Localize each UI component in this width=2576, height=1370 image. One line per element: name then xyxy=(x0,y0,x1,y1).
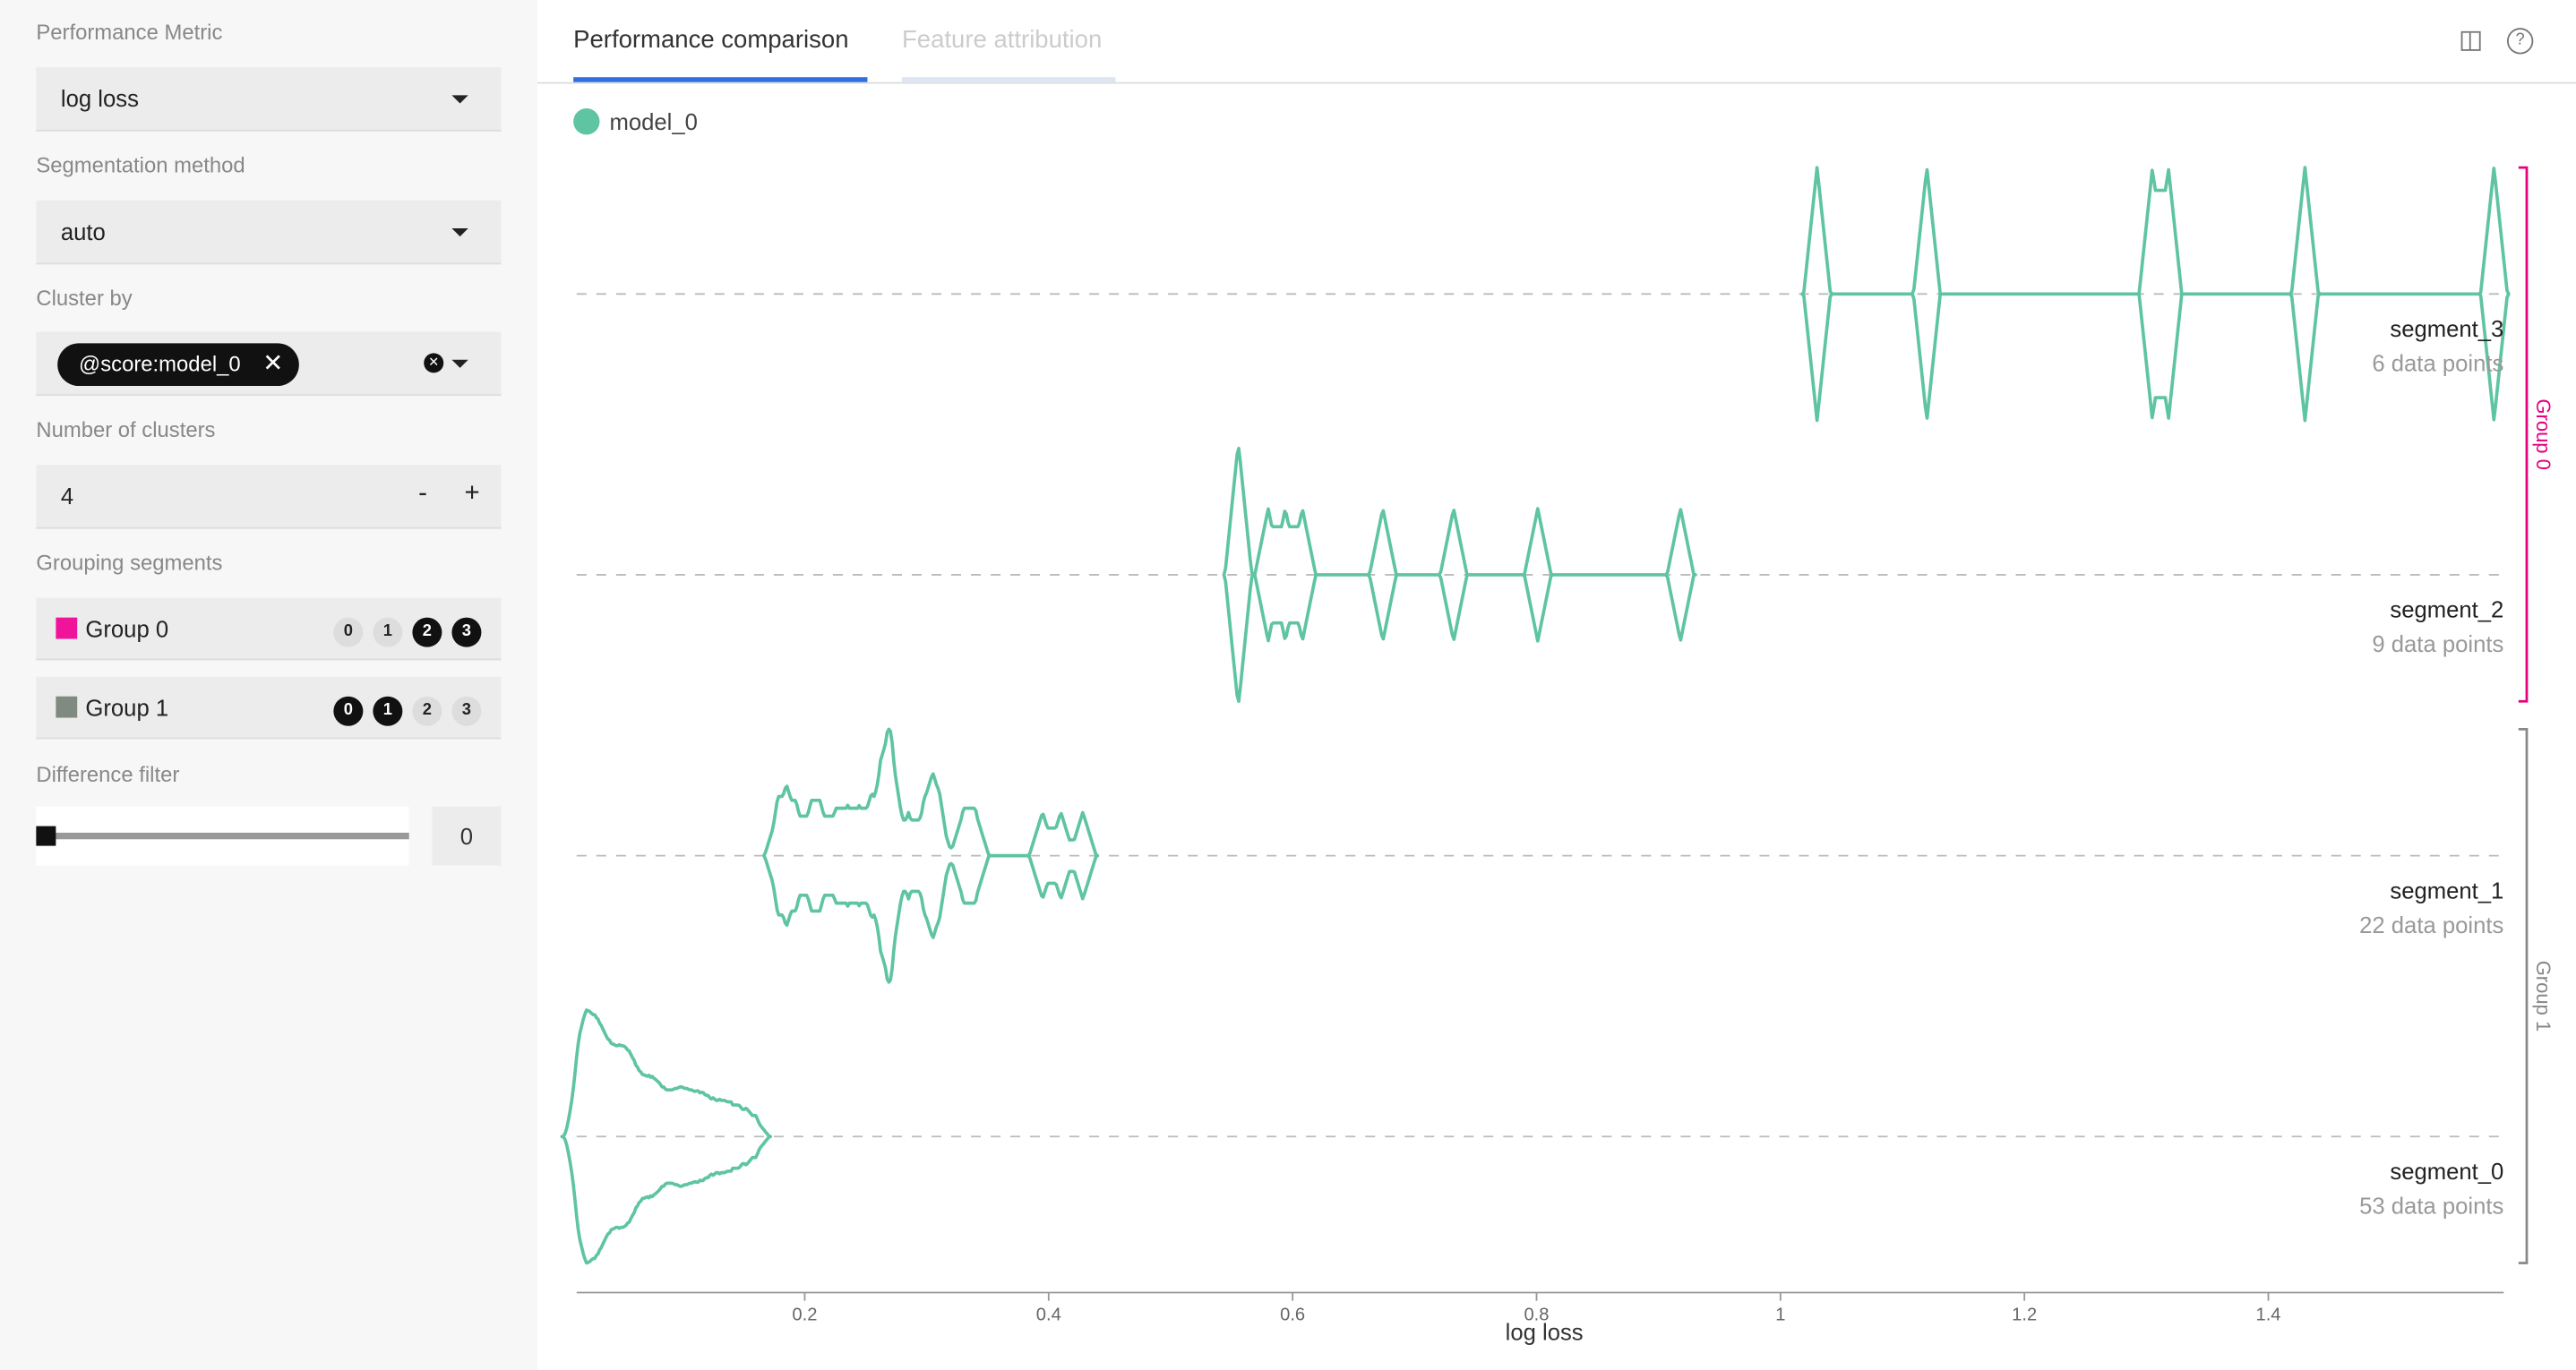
violin xyxy=(1800,166,2511,423)
segment-name: segment_1 xyxy=(2390,878,2503,903)
help-icon[interactable]: ? xyxy=(2506,28,2534,55)
slider[interactable] xyxy=(36,806,409,866)
x-tick-label: 1.4 xyxy=(2255,1306,2280,1325)
dropdown-value: auto xyxy=(60,218,106,245)
x-tick-label: 1.2 xyxy=(2012,1306,2037,1325)
segment-count: 22 data points xyxy=(2359,913,2503,938)
x-tick-label: 1 xyxy=(1775,1306,1785,1325)
segment-chip[interactable]: 2 xyxy=(412,696,442,726)
segment-chip[interactable]: 1 xyxy=(373,696,403,726)
segment-name: segment_0 xyxy=(2390,1160,2503,1185)
layout-icon[interactable] xyxy=(2460,30,2481,51)
segment-count: 6 data points xyxy=(2372,352,2503,377)
x-axis-title: log loss xyxy=(1506,1321,1584,1346)
segment-chip[interactable]: 0 xyxy=(333,696,364,726)
group-name: Group 0 xyxy=(85,615,169,643)
dropdown[interactable]: auto xyxy=(36,200,502,265)
filter-value: 0 xyxy=(432,806,502,866)
segment-chip[interactable]: 2 xyxy=(412,617,442,647)
group-name: Group 1 xyxy=(85,694,169,722)
group-bracket xyxy=(2518,728,2529,1264)
input-value: 4 xyxy=(60,483,74,509)
x-tick-label: 0.6 xyxy=(1280,1306,1305,1325)
segment-name: segment_2 xyxy=(2390,598,2503,623)
chip-text: @score:model_0 xyxy=(79,351,241,377)
dropdown[interactable]: log loss xyxy=(36,67,502,132)
segment-chip[interactable]: 1 xyxy=(373,617,403,647)
group-label: Group 0 xyxy=(2532,398,2555,469)
legend-label: model_0 xyxy=(609,110,697,135)
x-tick-label: 0.2 xyxy=(792,1306,817,1325)
group-bracket xyxy=(2518,166,2529,703)
tab[interactable]: Performance comparison xyxy=(573,26,849,55)
chip: @score:model_0 ✕ xyxy=(57,343,300,387)
dropdown-value: log loss xyxy=(60,85,139,112)
main-panel: Performance comparison Feature attributi… xyxy=(537,0,2576,1370)
field-label: Grouping segments xyxy=(36,550,223,575)
group-label: Group 1 xyxy=(2532,961,2555,1032)
field-label: Performance Metric xyxy=(36,20,223,45)
chip-remove[interactable]: ✕ xyxy=(262,349,284,378)
segment-chip[interactable]: 3 xyxy=(451,696,482,726)
x-tick-label: 0.8 xyxy=(1524,1306,1549,1325)
field-label: Number of clusters xyxy=(36,416,216,442)
violin xyxy=(560,1008,773,1265)
violin xyxy=(1222,446,1697,704)
decrement[interactable]: - xyxy=(418,479,427,508)
segment-chip[interactable]: 0 xyxy=(333,617,364,647)
legend-swatch xyxy=(573,108,600,135)
field-label: Segmentation method xyxy=(36,152,245,178)
segment-count: 9 data points xyxy=(2372,632,2503,657)
x-tick-label: 0.4 xyxy=(1036,1306,1061,1325)
violin xyxy=(762,727,1100,984)
number-input[interactable]: 4 - + xyxy=(36,465,502,529)
group-swatch xyxy=(56,617,78,639)
increment[interactable]: + xyxy=(464,479,480,508)
tab[interactable]: Feature attribution xyxy=(901,26,1103,55)
segment-chip[interactable]: 3 xyxy=(451,617,482,647)
field-label: Cluster by xyxy=(36,286,133,311)
multiselect[interactable]: @score:model_0 ✕ ✕ xyxy=(36,331,502,397)
field-label: Difference filter xyxy=(36,762,180,787)
clear-icon[interactable]: ✕ xyxy=(424,353,444,373)
chart: log loss model_0 0.2 0.4 0.6 0.8 1 1.2 1.4 segme… xyxy=(560,108,2555,1346)
segment-name: segment_3 xyxy=(2390,317,2503,342)
sidebar: Performance Metric log loss Segmentation… xyxy=(0,0,537,1370)
group-swatch xyxy=(56,696,78,718)
segment-count: 53 data points xyxy=(2359,1194,2503,1219)
